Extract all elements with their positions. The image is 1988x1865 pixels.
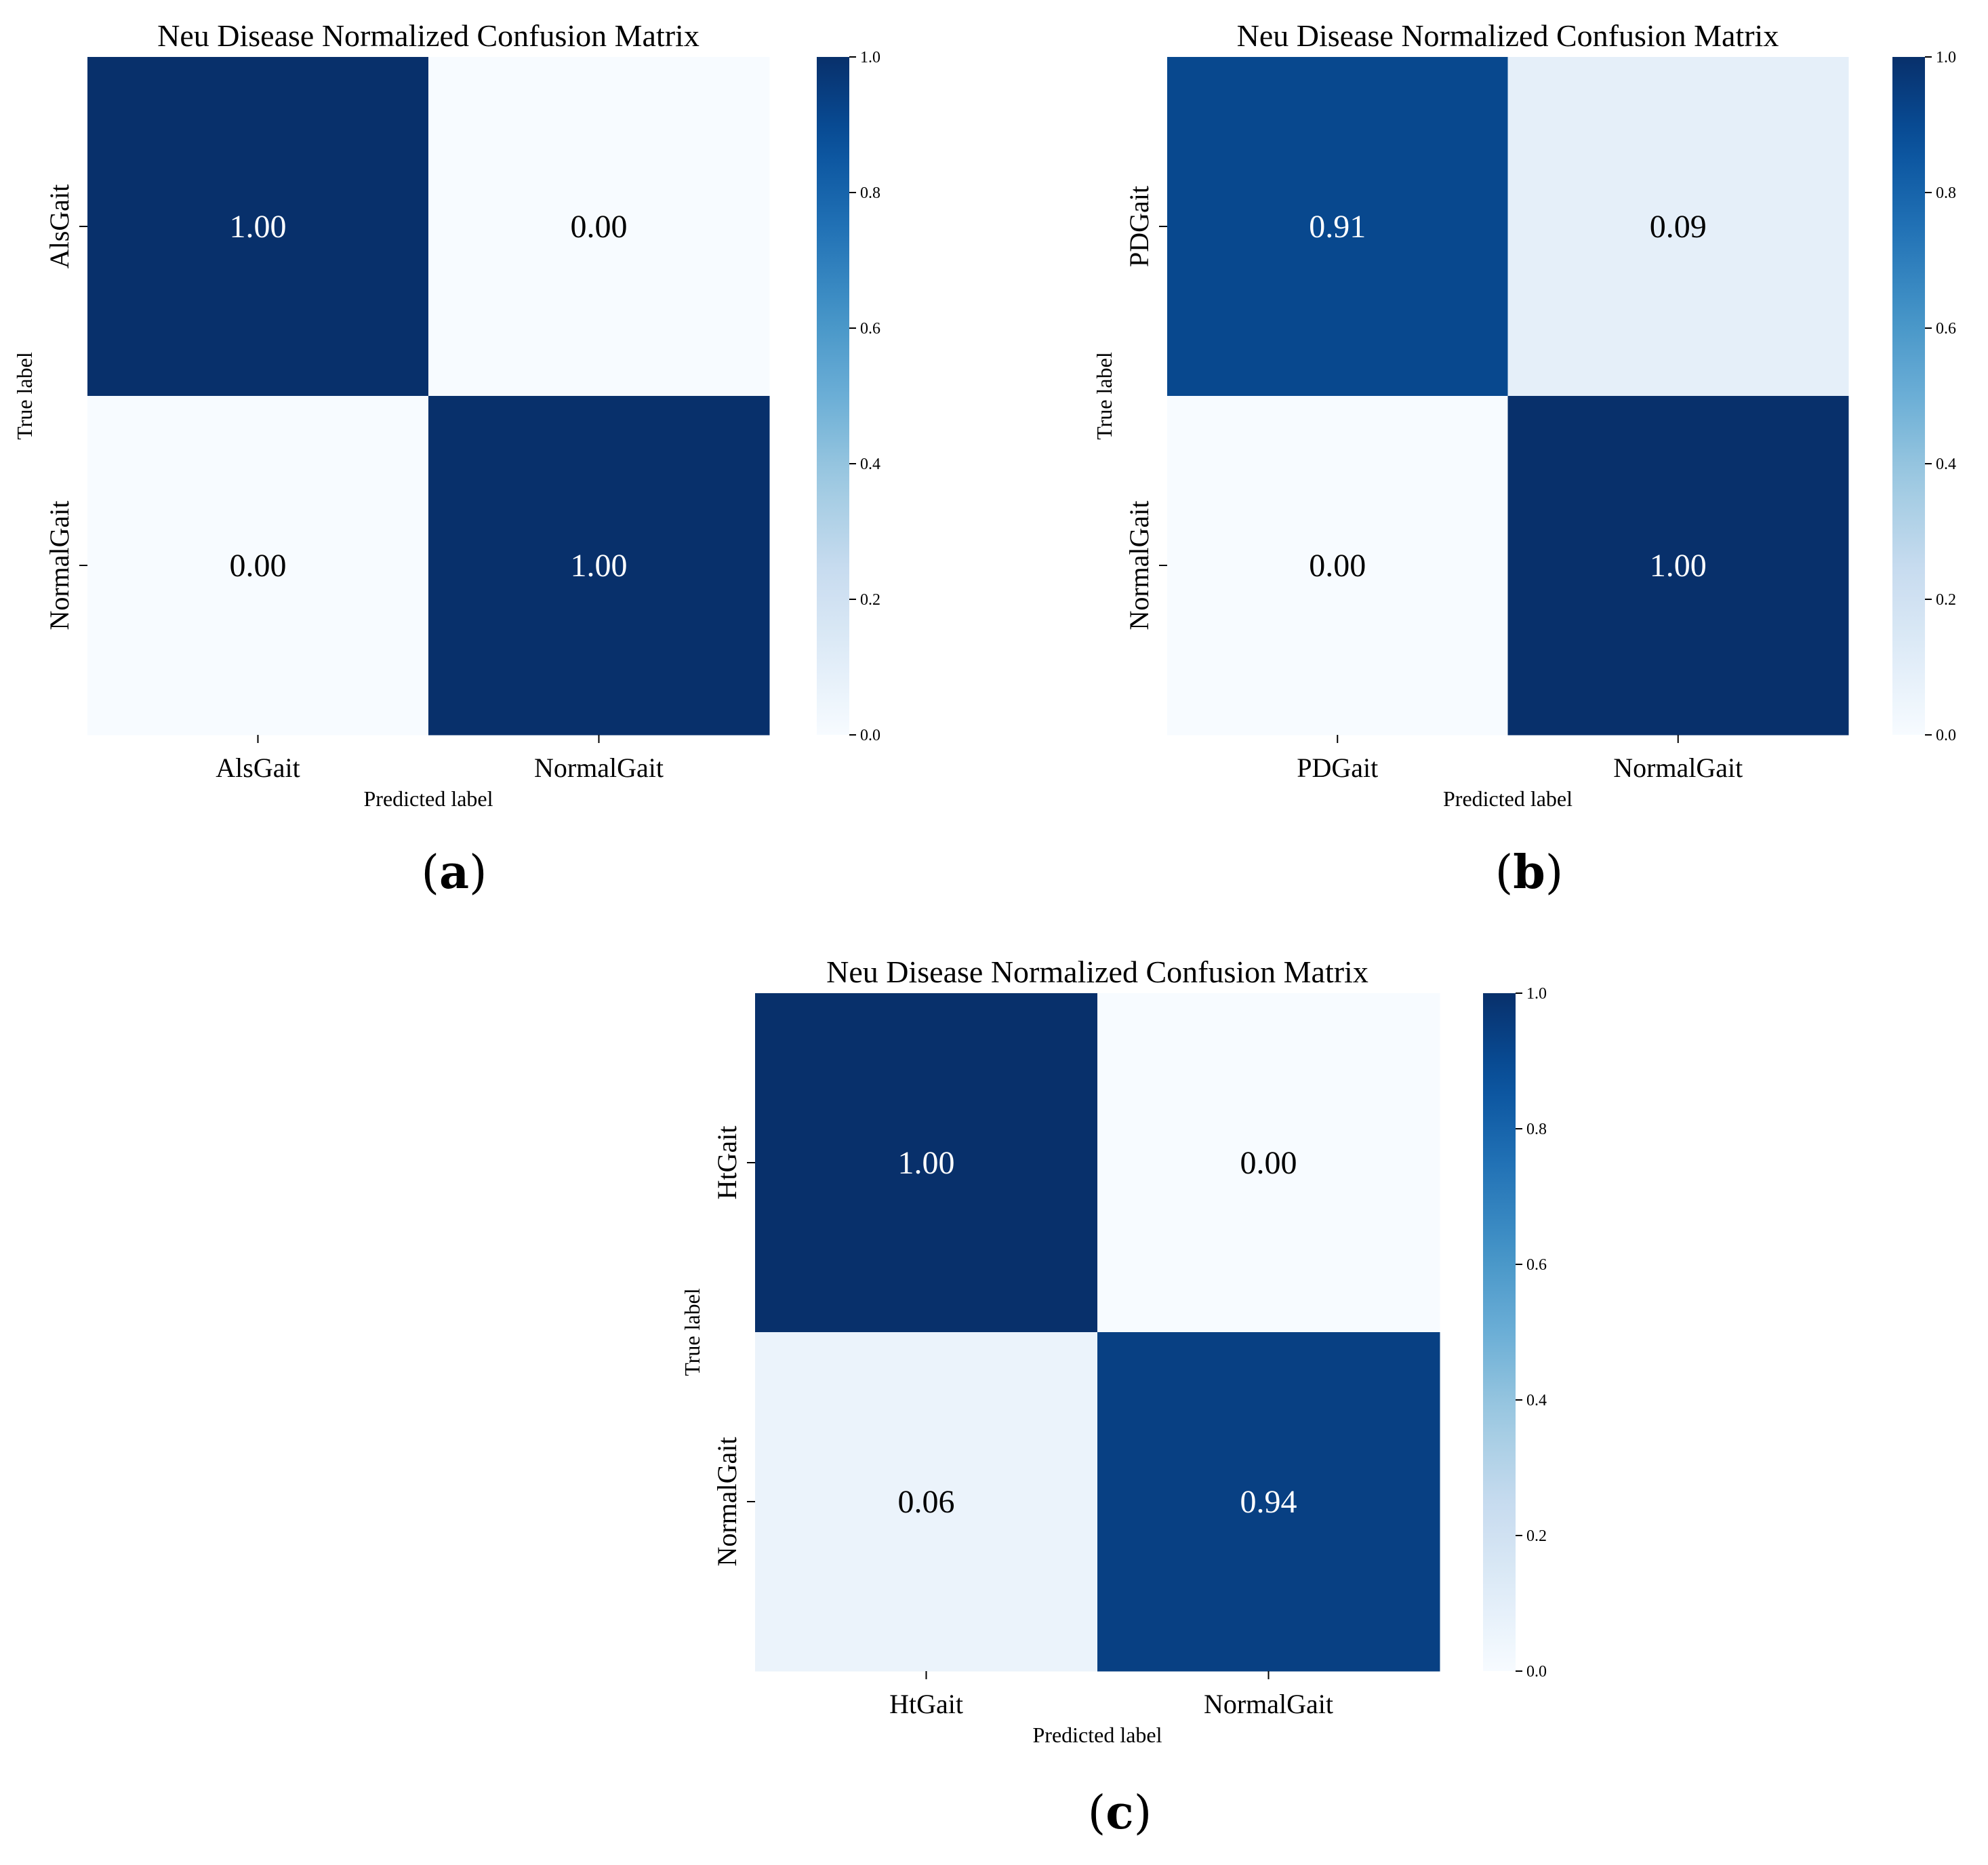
cell-value-label-r0-c0: 1.00 bbox=[898, 1145, 955, 1181]
colorbar bbox=[817, 57, 849, 735]
x-axis-label: Predicted label bbox=[1443, 786, 1573, 811]
cell-value-label-r1-c1: 1.00 bbox=[1650, 548, 1707, 584]
colorbar-tick-label-2: 0.4 bbox=[860, 456, 880, 473]
cell-value-label-r0-c1: 0.00 bbox=[571, 209, 628, 245]
colorbar-tick-label-0: 0.0 bbox=[1936, 727, 1956, 744]
cell-value-label-r1-c0: 0.06 bbox=[898, 1484, 955, 1520]
panel-label: (b) bbox=[1495, 845, 1564, 900]
colorbar-tick-label-0: 0.0 bbox=[860, 727, 880, 744]
colorbar-tick-label-2: 0.4 bbox=[1526, 1392, 1547, 1409]
chart-title: Neu Disease Normalized Confusion Matrix bbox=[826, 955, 1368, 989]
y-tick-label-0: AlsGait bbox=[44, 184, 75, 268]
colorbar-tick-label-3: 0.6 bbox=[1936, 320, 1956, 338]
heatmap-cell-r1-c0 bbox=[755, 1332, 1098, 1672]
cell-value-label-r0-c0: 0.91 bbox=[1309, 209, 1366, 245]
panel-label-close: ) bbox=[1134, 1786, 1152, 1840]
panel-label-open: ( bbox=[1495, 846, 1514, 900]
cell-value-label-r1-c0: 0.00 bbox=[1309, 548, 1366, 584]
colorbar-tick-label-1: 0.2 bbox=[1526, 1527, 1547, 1545]
panel-label-open: ( bbox=[421, 846, 439, 900]
heatmap-cell-r0-c1 bbox=[1507, 57, 1849, 397]
panel-label-open: ( bbox=[1088, 1786, 1106, 1840]
x-tick-label-1: NormalGait bbox=[534, 753, 664, 783]
y-tick-label-1: NormalGait bbox=[44, 500, 75, 630]
chart-title: Neu Disease Normalized Confusion Matrix bbox=[1237, 18, 1779, 53]
colorbar-tick-label-5: 1.0 bbox=[860, 49, 880, 66]
heatmap-cell-r1-c1 bbox=[1097, 1332, 1440, 1672]
heatmap-cell-r0-c1 bbox=[1097, 993, 1440, 1333]
heatmap-cell-r0-c0 bbox=[1167, 57, 1508, 397]
panel-label-close: ) bbox=[469, 846, 487, 900]
colorbar-tick-label-4: 0.8 bbox=[860, 184, 880, 202]
panel-label-letter: c bbox=[1105, 1786, 1133, 1840]
x-tick-label-0: HtGait bbox=[889, 1689, 963, 1719]
y-tick-label-0: HtGait bbox=[712, 1126, 742, 1200]
colorbar-tick-label-5: 1.0 bbox=[1936, 49, 1956, 66]
colorbar-tick-label-4: 0.8 bbox=[1936, 184, 1956, 202]
colorbar-tick-label-1: 0.2 bbox=[860, 591, 880, 609]
colorbar-tick-label-2: 0.4 bbox=[1936, 456, 1956, 473]
confusion-matrix-panel-c: Neu Disease Normalized Confusion Matrix 1… bbox=[680, 955, 1547, 1840]
cell-value-label-r0-c1: 0.09 bbox=[1650, 209, 1707, 245]
chart-title: Neu Disease Normalized Confusion Matrix bbox=[157, 18, 699, 53]
heatmap-cell-r0-c1 bbox=[428, 57, 770, 397]
heatmap-cell-r1-c1 bbox=[1507, 396, 1849, 736]
colorbar-tick-label-3: 0.6 bbox=[860, 320, 880, 338]
y-tick-label-1: NormalGait bbox=[1124, 500, 1154, 630]
heatmap-cell-r0-c0 bbox=[87, 57, 429, 397]
x-tick-label-0: PDGait bbox=[1297, 753, 1378, 783]
panel-label-letter: a bbox=[439, 845, 469, 900]
panel-label: (c) bbox=[1088, 1786, 1152, 1840]
cell-value-label-r1-c0: 0.00 bbox=[230, 548, 287, 584]
colorbar-tick-label-3: 0.6 bbox=[1526, 1256, 1547, 1274]
heatmap-cell-r1-c1 bbox=[428, 396, 770, 736]
x-tick-label-1: NormalGait bbox=[1613, 753, 1743, 783]
cell-value-label-r0-c0: 1.00 bbox=[230, 209, 287, 245]
cell-value-label-r0-c1: 0.00 bbox=[1240, 1145, 1297, 1181]
heatmap-cell-r0-c0 bbox=[755, 993, 1098, 1333]
y-axis-label: True label bbox=[12, 352, 37, 440]
confusion-matrix-panel-a: Neu Disease Normalized Confusion Matrix 1… bbox=[12, 18, 880, 900]
y-tick-label-1: NormalGait bbox=[712, 1437, 742, 1566]
x-tick-label-0: AlsGait bbox=[216, 753, 300, 783]
colorbar-tick-label-5: 1.0 bbox=[1526, 985, 1547, 1003]
y-axis-label: True label bbox=[1092, 352, 1116, 440]
panel-label-letter: b bbox=[1513, 845, 1545, 900]
cell-value-label-r1-c1: 1.00 bbox=[571, 548, 628, 584]
colorbar-tick-label-1: 0.2 bbox=[1936, 591, 1956, 609]
colorbar-tick-label-4: 0.8 bbox=[1526, 1121, 1547, 1138]
heatmap-cell-r1-c0 bbox=[1167, 396, 1508, 736]
heatmap-cell-r1-c0 bbox=[87, 396, 429, 736]
confusion-matrix-panel-b: Neu Disease Normalized Confusion Matrix 0… bbox=[1092, 18, 1956, 900]
colorbar bbox=[1892, 57, 1925, 735]
panel-label-close: ) bbox=[1545, 846, 1564, 900]
colorbar bbox=[1483, 993, 1516, 1671]
cell-value-label-r1-c1: 0.94 bbox=[1240, 1484, 1297, 1520]
y-axis-label: True label bbox=[680, 1288, 704, 1376]
x-tick-label-1: NormalGait bbox=[1204, 1689, 1333, 1719]
y-tick-label-0: PDGait bbox=[1124, 186, 1154, 267]
x-axis-label: Predicted label bbox=[1032, 1723, 1162, 1747]
x-axis-label: Predicted label bbox=[363, 786, 493, 811]
colorbar-tick-label-0: 0.0 bbox=[1526, 1663, 1547, 1681]
panel-label: (a) bbox=[421, 845, 487, 900]
